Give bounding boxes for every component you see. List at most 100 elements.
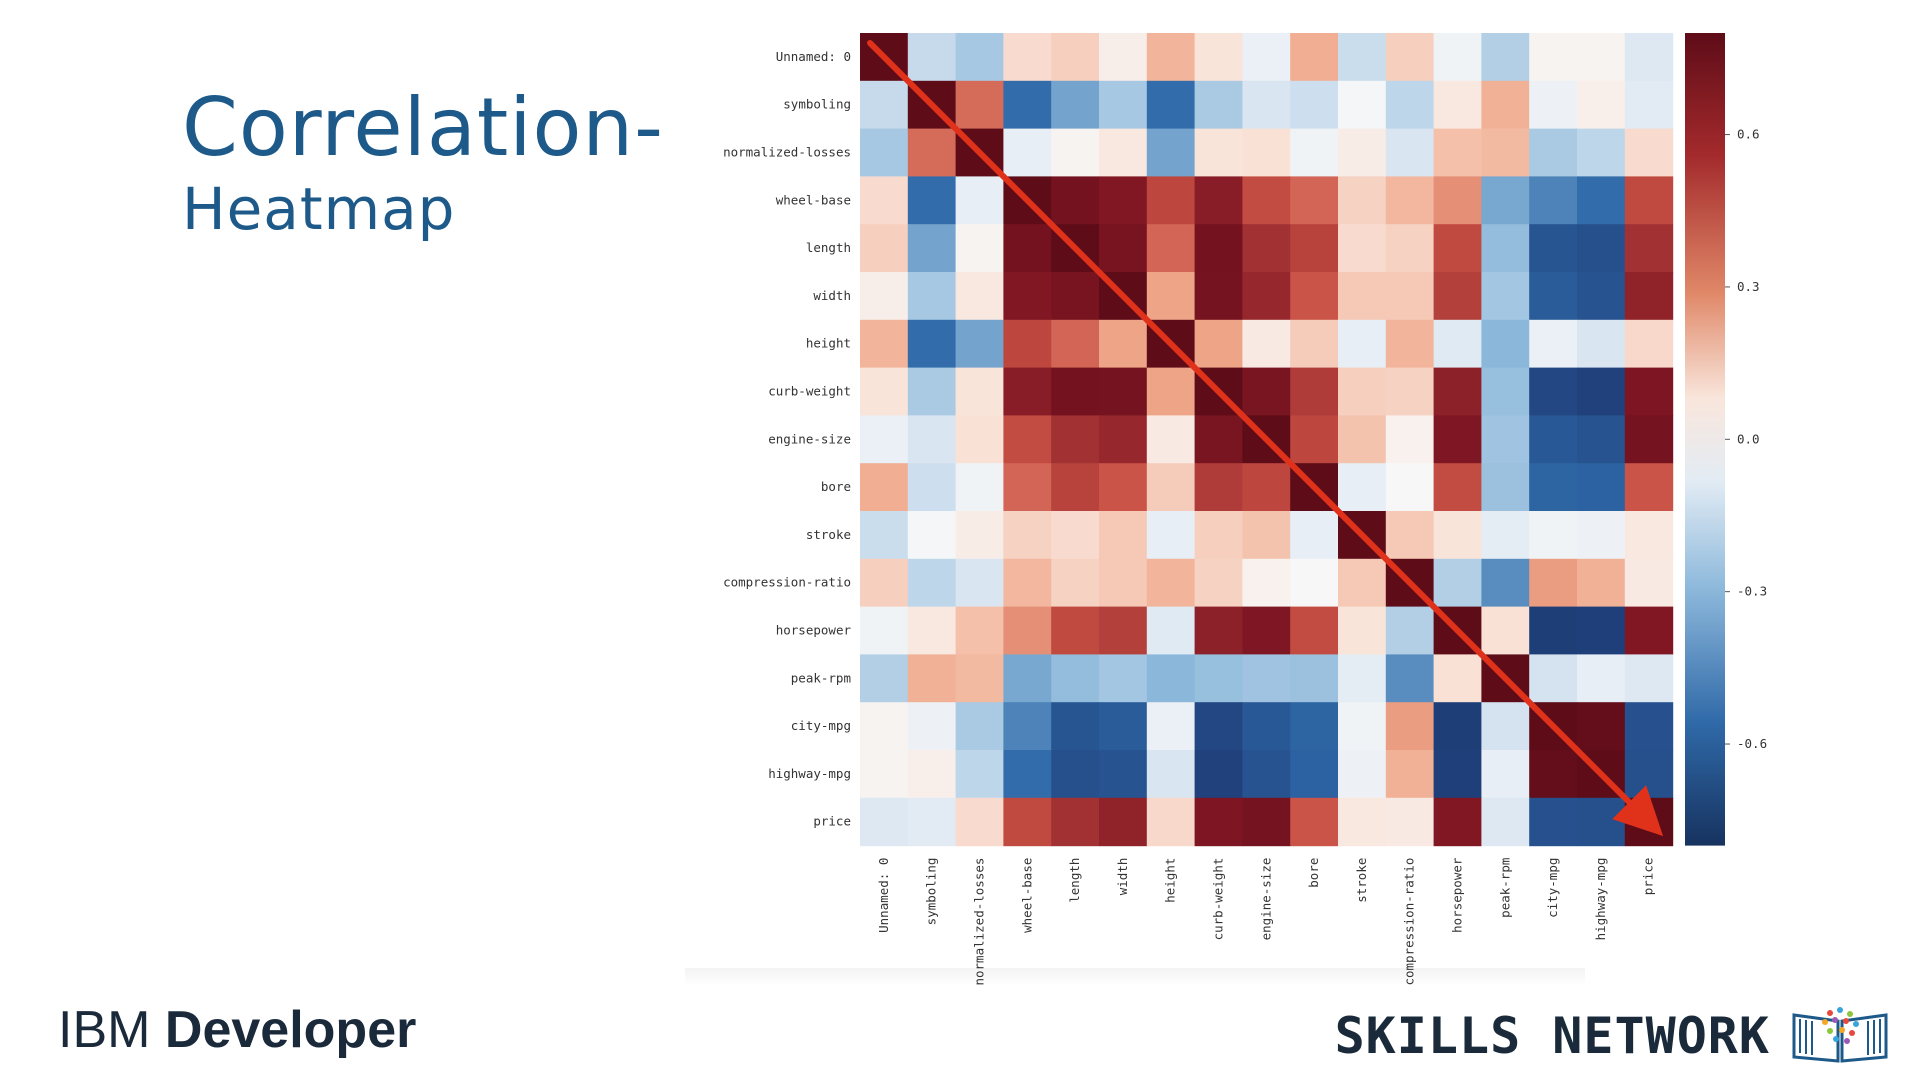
- heatmap-cell-15-16: [1624, 750, 1674, 799]
- heatmap-cell-0-6: [1146, 33, 1196, 82]
- column-label: peak-rpm: [1497, 858, 1512, 918]
- heatmap-cell-7-2: [955, 367, 1004, 416]
- heatmap-cell-3-7: [1194, 176, 1243, 225]
- heatmap-cell-6-11: [1385, 319, 1435, 369]
- column-label: Unnamed: 0: [876, 858, 891, 933]
- heatmap-cell-0-5: [1099, 33, 1148, 82]
- heatmap-cell-14-10: [1338, 702, 1387, 751]
- heatmap-cell-15-1: [907, 750, 957, 799]
- heatmap-cell-11-5: [1099, 558, 1148, 608]
- heatmap-cell-9-14: [1529, 463, 1578, 512]
- heatmap-cell-13-7: [1194, 654, 1243, 703]
- row-label: engine-size: [768, 431, 851, 446]
- heatmap-cell-8-15: [1577, 415, 1626, 464]
- heatmap-cell-0-9: [1290, 33, 1339, 82]
- ibm-developer-logo: IBM Developer: [58, 1004, 416, 1056]
- row-label: width: [813, 288, 851, 303]
- heatmap-cell-2-5: [1099, 128, 1148, 177]
- heatmap-cell-7-0: [860, 367, 909, 416]
- heatmap-cell-1-16: [1624, 80, 1674, 130]
- heatmap-cell-4-6: [1146, 224, 1196, 273]
- heatmap-cell-9-1: [907, 463, 957, 512]
- heatmap-cell-15-5: [1099, 750, 1148, 799]
- column-label: width: [1115, 858, 1130, 896]
- heatmap-cell-15-10: [1338, 750, 1387, 799]
- heatmap-cell-15-13: [1481, 750, 1530, 799]
- heatmap-cell-8-13: [1481, 415, 1530, 464]
- heatmap-cell-9-16: [1624, 463, 1674, 512]
- heatmap-cell-13-2: [955, 654, 1004, 703]
- heatmap-cell-8-14: [1529, 415, 1578, 464]
- heatmap-cell-14-5: [1099, 702, 1148, 751]
- heatmap-cell-9-8: [1242, 463, 1291, 512]
- heatmap-cell-9-10: [1338, 463, 1387, 512]
- heatmap-cell-10-15: [1577, 511, 1626, 560]
- row-label: horsepower: [776, 623, 852, 638]
- chart-shadow: [685, 968, 1585, 986]
- heatmap-cell-5-7: [1194, 272, 1243, 321]
- heatmap-cell-1-7: [1194, 80, 1243, 130]
- heatmap-cell-6-14: [1529, 319, 1578, 369]
- heatmap-cell-8-10: [1338, 415, 1387, 464]
- colorbar-tick-label: -0.3: [1737, 584, 1767, 599]
- heatmap-cell-15-9: [1290, 750, 1339, 799]
- heatmap-cell-10-0: [860, 511, 909, 560]
- heatmap-cell-8-3: [1003, 415, 1052, 464]
- heatmap-cell-3-16: [1624, 176, 1674, 225]
- heatmap-cell-14-15: [1577, 702, 1626, 751]
- heatmap-cell-7-3: [1003, 367, 1052, 416]
- heatmap-cell-7-15: [1577, 367, 1626, 416]
- heatmap-cell-6-2: [955, 319, 1004, 369]
- heatmap-cell-11-12: [1433, 558, 1482, 608]
- heatmap-cell-1-12: [1433, 80, 1482, 130]
- heatmap-cell-9-13: [1481, 463, 1530, 512]
- heatmap-cell-10-5: [1099, 511, 1148, 560]
- heatmap-cell-3-11: [1385, 176, 1435, 225]
- heatmap-cell-4-8: [1242, 224, 1291, 273]
- heatmap-cell-0-1: [907, 33, 957, 82]
- heatmap-cell-8-2: [955, 415, 1004, 464]
- heatmap-cell-15-11: [1385, 750, 1435, 799]
- heatmap-cell-6-0: [860, 319, 909, 369]
- heatmap-cell-1-8: [1242, 80, 1291, 130]
- heatmap-cell-6-1: [907, 319, 957, 369]
- heatmap-cell-1-10: [1338, 80, 1387, 130]
- skills-network-text: SKILLS NETWORK: [1334, 1007, 1770, 1065]
- skills-network-book-icon: [1790, 1005, 1890, 1067]
- heatmap-cell-3-15: [1577, 176, 1626, 225]
- heatmap-cell-4-13: [1481, 224, 1530, 273]
- heatmap-cell-11-2: [955, 558, 1004, 608]
- row-label: bore: [821, 479, 851, 494]
- heatmap-cell-2-14: [1529, 128, 1578, 177]
- row-label: city-mpg: [791, 718, 851, 733]
- column-label: compression-ratio: [1402, 858, 1417, 986]
- heatmap-cell-2-0: [860, 128, 909, 177]
- row-label: normalized-losses: [723, 145, 851, 160]
- row-label: highway-mpg: [768, 766, 851, 781]
- heatmap-cell-12-15: [1577, 606, 1626, 655]
- heatmap-cell-0-15: [1577, 33, 1626, 82]
- heatmap-cell-4-10: [1338, 224, 1387, 273]
- heatmap-cell-14-16: [1624, 702, 1674, 751]
- heatmap-cell-7-12: [1433, 367, 1482, 416]
- heatmap-cell-5-4: [1051, 272, 1100, 321]
- heatmap-cell-8-6: [1146, 415, 1196, 464]
- heatmap-cell-2-13: [1481, 128, 1530, 177]
- footer-ibm-text: IBM: [58, 1001, 165, 1059]
- heatmap-svg: Unnamed: 0 symboling normalized-losses whee…: [723, 33, 1767, 986]
- heatmap-cell-13-14: [1529, 654, 1578, 703]
- heatmap-cell-16-2: [955, 797, 1004, 847]
- heatmap-cell-7-16: [1624, 367, 1674, 416]
- heatmap-cell-12-0: [860, 606, 909, 655]
- heatmap-cell-4-0: [860, 224, 909, 273]
- heatmap-cell-13-11: [1385, 654, 1435, 703]
- column-label: bore: [1306, 858, 1321, 888]
- heatmap-cell-14-7: [1194, 702, 1243, 751]
- heatmap-cell-9-5: [1099, 463, 1148, 512]
- heatmap-cell-5-12: [1433, 272, 1482, 321]
- heatmap-cell-2-10: [1338, 128, 1387, 177]
- heatmap-cell-15-2: [955, 750, 1004, 799]
- heatmap-cell-6-12: [1433, 319, 1482, 369]
- heatmap-cell-0-4: [1051, 33, 1100, 82]
- heatmap-cell-5-10: [1338, 272, 1387, 321]
